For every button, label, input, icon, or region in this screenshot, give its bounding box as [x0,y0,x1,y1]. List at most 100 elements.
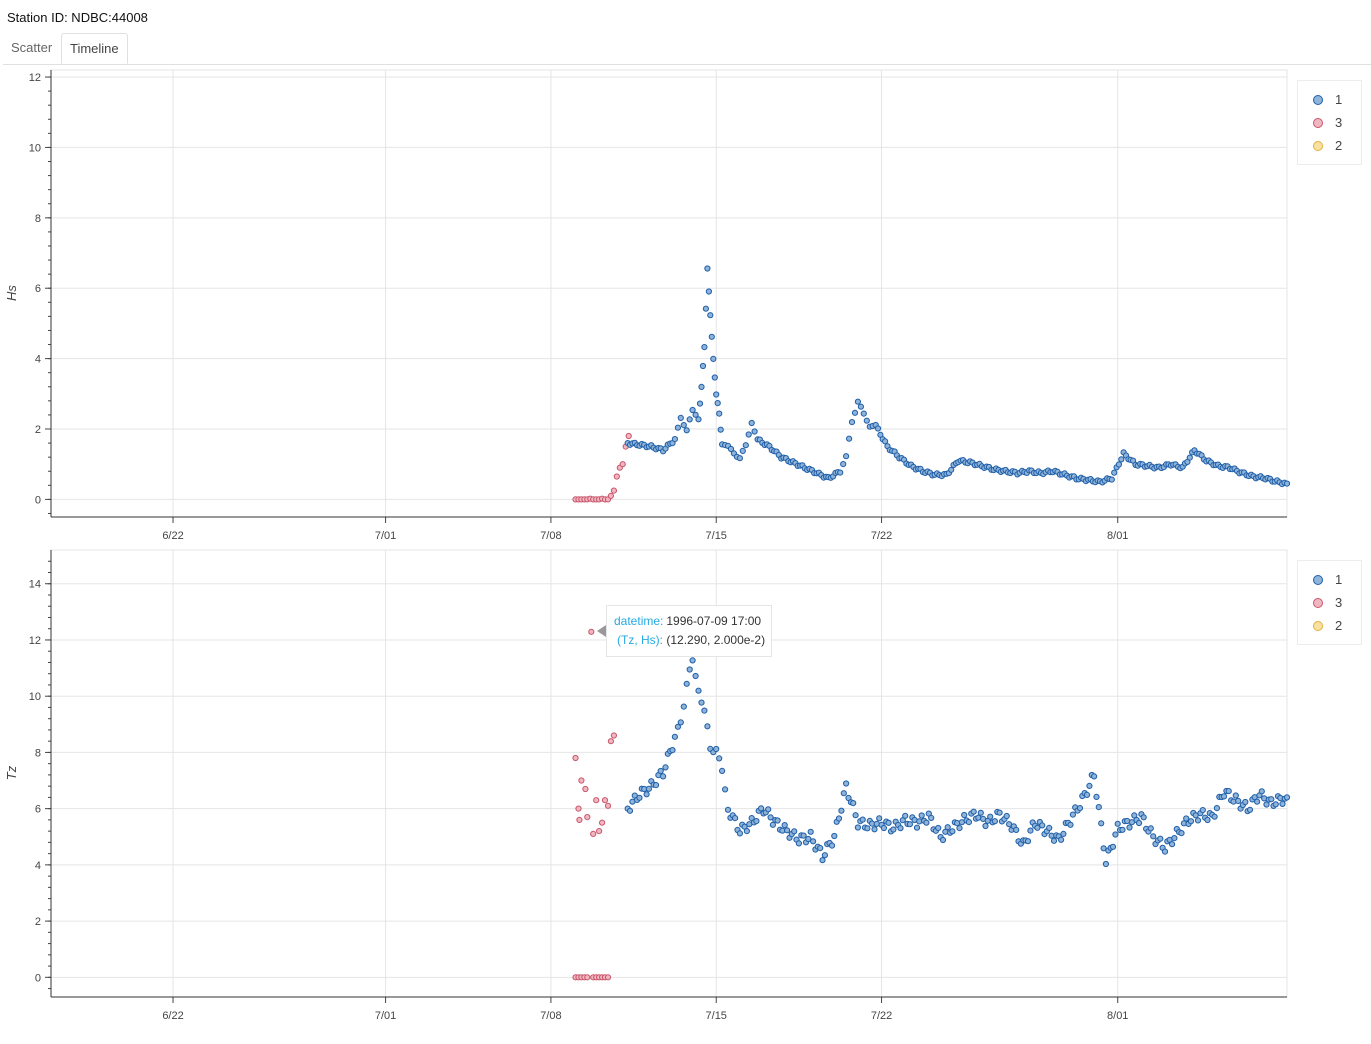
data-point[interactable] [1213,805,1221,812]
data-point[interactable] [758,805,765,812]
data-point[interactable] [991,818,999,825]
data-point[interactable] [944,824,951,831]
data-point[interactable] [1126,824,1133,831]
data-point[interactable] [680,422,687,429]
data-point[interactable] [717,426,724,433]
data-point[interactable] [1204,816,1211,824]
data-point[interactable] [882,438,889,445]
data-point[interactable] [696,400,704,407]
data-point[interactable] [699,362,707,370]
data-point[interactable] [708,333,715,340]
data-point[interactable] [935,824,942,832]
data-point[interactable] [817,845,824,852]
data-point[interactable] [1060,830,1067,838]
data-point[interactable] [584,974,591,981]
data-point[interactable] [843,780,850,787]
data-point[interactable] [582,785,589,793]
data-point[interactable] [1115,461,1123,468]
data-point[interactable] [686,416,693,423]
data-point[interactable] [1199,807,1206,814]
data-point[interactable] [1225,788,1232,795]
data-point[interactable] [1279,800,1286,808]
data-point[interactable] [732,815,739,822]
data-point[interactable] [674,424,682,431]
data-point[interactable] [610,732,618,739]
data-point[interactable] [1157,835,1164,842]
data-point[interactable] [704,723,711,730]
data-point[interactable] [1091,773,1098,780]
data-point[interactable] [860,410,867,417]
data-point[interactable] [604,974,612,981]
data-point[interactable] [704,265,711,272]
data-point[interactable] [722,786,729,793]
data-point[interactable] [1268,796,1275,803]
data-point[interactable] [1067,821,1074,828]
data-point[interactable] [767,814,774,821]
data-point[interactable] [607,492,615,499]
data-point[interactable] [863,417,870,424]
data-point[interactable] [705,288,713,295]
data-point[interactable] [662,764,669,771]
data-point[interactable] [1119,826,1126,833]
data-point[interactable] [828,842,836,849]
data-point[interactable] [1220,793,1228,800]
data-point[interactable] [1118,456,1125,463]
data-point[interactable] [1147,825,1154,832]
data-point[interactable] [680,703,687,710]
data-point[interactable] [851,409,859,416]
data-point[interactable] [743,828,751,835]
data-point[interactable] [671,436,679,443]
data-point[interactable] [1283,480,1291,487]
data-point[interactable] [885,819,892,826]
data-point[interactable] [748,419,755,427]
data-point[interactable] [831,832,838,840]
data-point[interactable] [821,852,829,859]
data-point[interactable] [724,806,732,813]
data-point[interactable] [1098,820,1105,827]
data-point[interactable] [800,832,807,839]
data-point[interactable] [604,802,612,809]
data-point[interactable] [948,466,955,473]
data-point[interactable] [713,745,720,753]
data-point[interactable] [765,806,772,813]
tab-timeline[interactable]: Timeline [61,33,128,64]
data-point[interactable] [897,825,904,832]
data-point[interactable] [716,410,723,417]
data-point[interactable] [859,816,866,823]
data-point[interactable] [686,666,693,673]
data-point[interactable] [769,821,777,828]
data-point[interactable] [1161,848,1169,855]
data-point[interactable] [1069,811,1077,818]
data-point[interactable] [871,826,878,833]
data-point[interactable] [1283,794,1291,801]
data-point[interactable] [843,453,850,460]
data-point[interactable] [1235,797,1242,805]
data-point[interactable] [1187,818,1195,825]
data-point[interactable] [837,469,844,476]
data-point[interactable] [965,819,973,826]
data-point[interactable] [1194,817,1202,824]
data-point[interactable] [727,445,735,453]
data-point[interactable] [584,814,591,821]
data-point[interactable] [949,828,956,835]
data-point[interactable] [753,818,760,825]
data-point[interactable] [742,442,749,449]
data-point[interactable] [660,773,667,780]
tab-scatter[interactable]: Scatter [11,40,53,55]
data-point[interactable] [613,473,620,480]
data-point[interactable] [1095,804,1102,811]
data-point[interactable] [1046,824,1053,832]
data-point[interactable] [939,836,947,844]
data-point[interactable] [643,791,650,798]
data-point[interactable] [970,808,977,815]
data-point[interactable] [807,828,814,835]
data-point[interactable] [1150,833,1157,840]
data-point[interactable] [695,416,702,423]
data-point[interactable] [1093,793,1100,801]
data-point[interactable] [1102,860,1110,868]
data-point[interactable] [906,821,914,828]
data-point[interactable] [739,447,746,454]
data-point[interactable] [1027,827,1034,834]
data-point[interactable] [781,822,788,829]
data-point[interactable] [1076,805,1084,812]
